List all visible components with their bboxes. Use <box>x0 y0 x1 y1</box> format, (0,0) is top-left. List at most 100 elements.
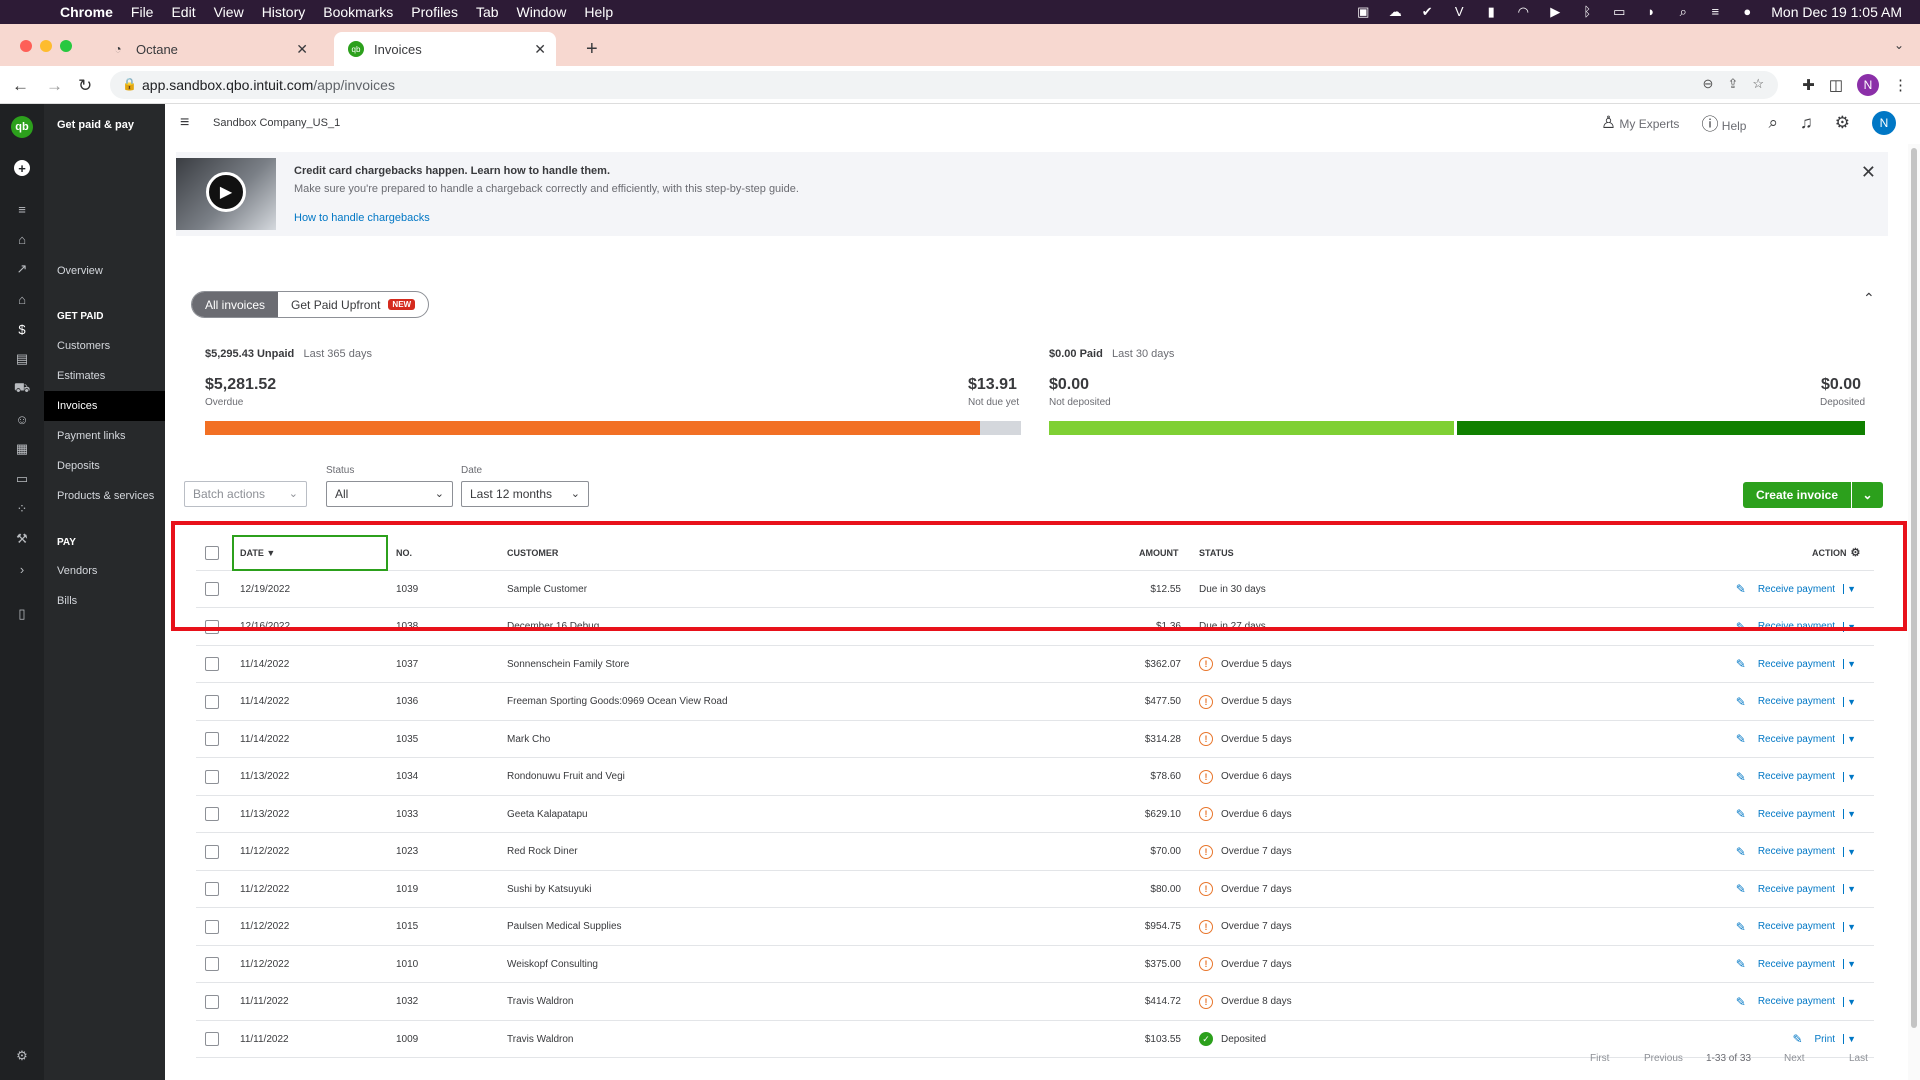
row-checkbox[interactable] <box>205 844 219 859</box>
create-invoice-button[interactable]: Create invoice ⌄ <box>1743 482 1883 508</box>
row-action-link[interactable]: Receive payment <box>1757 733 1836 745</box>
edit-pencil-icon[interactable]: ✎ <box>1735 694 1746 709</box>
wifi-icon[interactable]: ◗ <box>1647 4 1656 19</box>
spotlight-search-icon[interactable]: ⌕ <box>1679 4 1687 19</box>
action-chevron-down-icon[interactable]: ▼ <box>1843 584 1856 594</box>
settings-gear-icon[interactable]: ⚙ <box>1834 112 1850 132</box>
banner-link[interactable]: How to handle chargebacks <box>294 212 430 224</box>
v-app-icon[interactable]: V <box>1454 4 1464 19</box>
extensions-puzzle-icon[interactable]: ✚ <box>1802 77 1815 94</box>
header-date[interactable]: DATE ▼ <box>240 547 276 558</box>
play-icon[interactable]: ▶ <box>206 172 246 212</box>
video-icon[interactable]: ▣ <box>1357 4 1370 19</box>
overdue-bar-fill[interactable] <box>205 421 981 435</box>
paid-progress-bar[interactable] <box>1049 421 1865 435</box>
action-chevron-down-icon[interactable]: ▼ <box>1843 809 1856 819</box>
quickbooks-logo-icon[interactable]: qb <box>11 116 33 138</box>
menu-help[interactable]: Help <box>584 4 614 20</box>
menu-icon[interactable]: ≡ <box>18 201 26 217</box>
tab-invoices[interactable]: qb Invoices ✕ <box>334 32 556 66</box>
expand-chevron-icon[interactable]: › <box>19 561 25 577</box>
pager-next[interactable]: Next <box>1784 1053 1805 1064</box>
address-bar[interactable]: 🔒 app.sandbox.qbo.intuit.com/app/invoice… <box>110 71 1778 99</box>
row-checkbox[interactable] <box>205 694 219 709</box>
minimize-window-button[interactable] <box>40 40 52 52</box>
tax-icon[interactable]: ▦ <box>15 441 29 456</box>
action-chevron-down-icon[interactable]: ▼ <box>1843 621 1856 632</box>
row-checkbox[interactable] <box>205 994 219 1009</box>
header-status[interactable]: STATUS <box>1199 547 1234 558</box>
home-icon[interactable]: ⌂ <box>18 231 26 247</box>
menu-edit[interactable]: Edit <box>171 4 196 20</box>
table-row[interactable]: 11/12/2022 1019 Sushi by Katsuyuki $80.00! O… <box>196 871 1874 908</box>
table-row[interactable]: 11/12/2022 1023 Red Rock Diner $70.00! Overd… <box>196 834 1874 871</box>
row-action-link[interactable]: Receive payment <box>1757 808 1836 820</box>
close-tab-icon[interactable]: ✕ <box>296 41 308 57</box>
collapse-chevron-up-icon[interactable]: ⌃ <box>1863 290 1875 306</box>
sidebar-item-vendors[interactable]: Vendors <box>44 556 165 586</box>
table-row[interactable]: 11/12/2022 1010 Weiskopf Consulting $375.00… <box>196 946 1874 983</box>
headphones-icon[interactable]: ◠ <box>1517 4 1529 19</box>
menu-app-name[interactable]: Chrome <box>60 4 113 20</box>
battery-icon[interactable]: ▭ <box>1613 4 1626 19</box>
close-window-button[interactable] <box>20 40 32 52</box>
table-row[interactable]: 11/14/2022 1037 Sonnenschein Family Store $… <box>196 646 1874 683</box>
bluetooth-icon[interactable]: ᛒ <box>1583 4 1592 19</box>
menu-bookmarks[interactable]: Bookmarks <box>323 4 394 20</box>
row-checkbox[interactable] <box>205 957 219 971</box>
battery-app-icon[interactable]: ▮ <box>1487 4 1495 19</box>
scrollbar-thumb[interactable] <box>1911 148 1917 1028</box>
edit-pencil-icon[interactable]: ✎ <box>1735 844 1746 859</box>
reports-icon[interactable]: ↗ <box>16 261 28 276</box>
sidebar-item-payment-links[interactable]: Payment links <box>44 421 165 451</box>
menu-tab[interactable]: Tab <box>475 4 499 20</box>
tab-all-invoices[interactable]: All invoices <box>192 292 279 317</box>
get-paid-icon[interactable]: $ <box>18 321 26 337</box>
status-dropdown[interactable]: All ⌄ <box>326 481 453 507</box>
row-checkbox[interactable] <box>205 769 219 784</box>
menu-profiles[interactable]: Profiles <box>411 4 458 20</box>
sidebar-item-invoices[interactable]: Invoices <box>44 391 165 421</box>
header-no[interactable]: NO. <box>396 547 413 558</box>
action-chevron-down-icon[interactable]: ▼ <box>1843 959 1856 969</box>
row-checkbox[interactable] <box>205 732 219 746</box>
create-plus-icon[interactable]: + <box>14 160 30 176</box>
table-row[interactable]: 11/11/2022 1009 Travis Waldron $103.55 ✓ Depo… <box>196 1021 1874 1058</box>
row-checkbox[interactable] <box>205 582 219 596</box>
table-row[interactable]: 11/12/2022 1015 Paulsen Medical Supplies $9… <box>196 909 1874 946</box>
header-amount[interactable]: AMOUNT <box>1139 547 1179 558</box>
edit-pencil-icon[interactable]: ✎ <box>1735 919 1746 934</box>
apps-icon[interactable]: ⁘ <box>16 501 28 516</box>
table-row[interactable]: 12/16/2022 1038 December 16 Debug $1.36 Due … <box>196 609 1874 646</box>
menubar-clock[interactable]: Mon Dec 19 1:05 AM <box>1771 4 1902 20</box>
help-button[interactable]: ⓘ Help <box>1701 110 1746 135</box>
close-tab-icon[interactable]: ✕ <box>534 41 546 57</box>
action-chevron-down-icon[interactable]: ▼ <box>1843 921 1856 932</box>
payroll-icon[interactable]: ▭ <box>15 471 29 486</box>
collapse-menu-icon[interactable]: ≡ <box>180 114 190 131</box>
weather-icon[interactable]: ☁ <box>1388 4 1402 19</box>
checkmark-app-icon[interactable]: ✔ <box>1421 4 1433 19</box>
action-chevron-down-icon[interactable]: ▼ <box>1843 846 1856 857</box>
edit-pencil-icon[interactable]: ✎ <box>1735 732 1746 746</box>
table-row[interactable]: 11/13/2022 1033 Geeta Kalapatapu $629.10! Ov… <box>196 796 1874 833</box>
lock-icon[interactable]: 🔒 <box>122 77 137 91</box>
menu-view[interactable]: View <box>213 4 244 20</box>
back-arrow-icon[interactable]: ← <box>12 76 29 95</box>
play-circle-icon[interactable]: ▶ <box>1550 4 1561 19</box>
row-action-link[interactable]: Receive payment <box>1757 771 1836 782</box>
edit-pencil-icon[interactable]: ✎ <box>1735 957 1746 971</box>
pager-last[interactable]: Last <box>1849 1053 1868 1064</box>
user-avatar[interactable]: N <box>1872 110 1896 135</box>
row-action-link[interactable]: Receive payment <box>1757 921 1836 932</box>
row-action-link[interactable]: Receive payment <box>1757 958 1836 970</box>
edit-pencil-icon[interactable]: ✎ <box>1792 1032 1803 1046</box>
zoom-window-button[interactable] <box>60 40 72 52</box>
action-chevron-down-icon[interactable]: ▼ <box>1843 696 1856 707</box>
chrome-menu-icon[interactable]: ⋮ <box>1893 77 1908 94</box>
row-action-link[interactable]: Receive payment <box>1757 583 1836 595</box>
table-settings-gear-icon[interactable]: ⚙ <box>1850 547 1861 559</box>
date-range-dropdown[interactable]: Last 12 months ⌄ <box>461 481 589 507</box>
forward-arrow-icon[interactable]: → <box>46 76 63 95</box>
edit-pencil-icon[interactable]: ✎ <box>1735 882 1746 896</box>
